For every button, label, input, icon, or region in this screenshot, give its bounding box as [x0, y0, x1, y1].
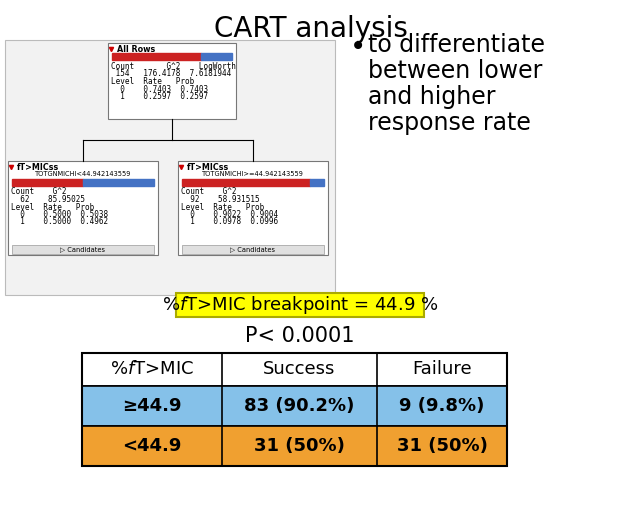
- Bar: [310, 178, 324, 186]
- Bar: [176, 293, 424, 317]
- Bar: [8, 161, 158, 255]
- Text: %$f$T>MIC: %$f$T>MIC: [110, 360, 194, 379]
- Bar: [82, 353, 507, 466]
- Text: to differentiate: to differentiate: [368, 33, 545, 57]
- Bar: [182, 178, 310, 186]
- Text: ≥44.9: ≥44.9: [123, 397, 182, 415]
- Text: %$f$T>MIC breakpoint = 44.9 %: %$f$T>MIC breakpoint = 44.9 %: [162, 294, 438, 316]
- Text: between lower: between lower: [368, 59, 542, 83]
- Text: All Rows: All Rows: [117, 44, 156, 53]
- Text: •: •: [350, 33, 366, 61]
- Text: 1    0.0978  0.0996: 1 0.0978 0.0996: [181, 218, 278, 226]
- Text: 83 (90.2%): 83 (90.2%): [244, 397, 355, 415]
- Bar: [178, 161, 328, 255]
- Text: ▷ Candidates: ▷ Candidates: [231, 246, 276, 253]
- Text: 31 (50%): 31 (50%): [397, 437, 488, 455]
- Bar: [108, 43, 236, 119]
- Text: 1    0.5000  0.4962: 1 0.5000 0.4962: [11, 218, 108, 226]
- Text: 0    0.9022  0.9004: 0 0.9022 0.9004: [181, 210, 278, 219]
- Text: Failure: Failure: [412, 360, 472, 379]
- Text: 0    0.5000  0.5038: 0 0.5000 0.5038: [11, 210, 108, 219]
- Text: response rate: response rate: [368, 111, 531, 135]
- Text: Level  Rate   Prob: Level Rate Prob: [11, 202, 95, 211]
- Text: TOTGNMICHI>=44.942143559: TOTGNMICHI>=44.942143559: [202, 172, 304, 177]
- Bar: [12, 178, 83, 186]
- Text: Count    G^2: Count G^2: [181, 188, 236, 197]
- Text: Success: Success: [263, 360, 336, 379]
- Bar: [182, 245, 324, 254]
- Bar: [201, 53, 232, 60]
- Text: TOTGNMICHI<44.942143559: TOTGNMICHI<44.942143559: [35, 172, 131, 177]
- Text: and higher: and higher: [368, 85, 496, 109]
- Bar: [82, 426, 507, 466]
- Bar: [82, 386, 507, 426]
- Text: fT>MICss: fT>MICss: [17, 163, 59, 172]
- Text: 62    85.95025: 62 85.95025: [11, 195, 85, 204]
- Text: Count    G^2: Count G^2: [11, 188, 67, 197]
- Bar: [83, 178, 154, 186]
- Text: 9 (9.8%): 9 (9.8%): [399, 397, 485, 415]
- Bar: [5, 40, 335, 295]
- Text: 1    0.2597  0.2597: 1 0.2597 0.2597: [111, 92, 208, 101]
- Text: fT>MICss: fT>MICss: [187, 163, 230, 172]
- Text: CART analysis: CART analysis: [214, 15, 408, 43]
- Bar: [12, 245, 154, 254]
- Text: 92    58.931515: 92 58.931515: [181, 195, 259, 204]
- Text: <44.9: <44.9: [123, 437, 182, 455]
- Text: Count       G^2    LogWorth: Count G^2 LogWorth: [111, 62, 236, 71]
- Text: 31 (50%): 31 (50%): [254, 437, 345, 455]
- Text: P< 0.0001: P< 0.0001: [245, 326, 355, 346]
- Text: Level  Rate   Prob: Level Rate Prob: [181, 202, 264, 211]
- Text: ▷ Candidates: ▷ Candidates: [60, 246, 106, 253]
- Bar: [112, 53, 201, 60]
- Text: 154   176.4178  7.6181944: 154 176.4178 7.6181944: [111, 70, 231, 78]
- Text: 0    0.7403  0.7403: 0 0.7403 0.7403: [111, 85, 208, 94]
- Bar: [82, 353, 507, 386]
- Text: Level  Rate   Prob: Level Rate Prob: [111, 77, 194, 86]
